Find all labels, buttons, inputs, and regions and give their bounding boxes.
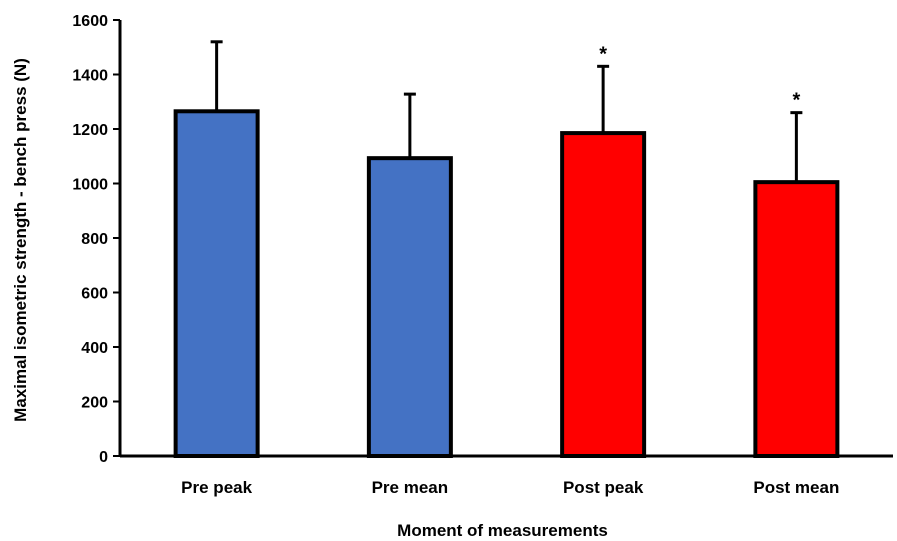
bar-post-mean — [753, 180, 840, 458]
bar-pre-peak — [173, 109, 260, 458]
y-tick-label: 1600 — [72, 13, 108, 30]
x-category-label: Post mean — [753, 478, 839, 497]
y-tick-label: 1400 — [72, 68, 108, 85]
y-tick-label: 200 — [81, 395, 108, 412]
significance-markers: ** — [599, 43, 800, 111]
y-tick-label: 400 — [81, 340, 108, 357]
y-axis-ticks: 0 200 400 600 800 1000 1200 1400 1600 — [72, 13, 120, 466]
y-tick-label: 1200 — [72, 122, 108, 139]
bars — [173, 109, 840, 458]
y-tick-label: 800 — [81, 231, 108, 248]
x-category-label: Pre peak — [181, 478, 252, 497]
significance-asterisk: * — [792, 90, 800, 112]
x-category-label: Post peak — [563, 478, 644, 497]
x-axis-title: Moment of measurements — [397, 521, 608, 540]
y-axis-title: Maximal isometric strength - bench press… — [11, 58, 30, 422]
y-tick-label: 600 — [81, 286, 108, 303]
y-tick-label: 1000 — [72, 177, 108, 194]
significance-asterisk: * — [599, 43, 607, 65]
x-category-label: Pre mean — [372, 478, 449, 497]
error-bars — [210, 40, 803, 183]
y-tick-label: 0 — [99, 449, 108, 466]
x-axis-labels: Pre peak Pre mean Post peak Post mean — [181, 478, 839, 497]
bar-post-peak — [560, 131, 647, 458]
bar-pre-mean — [366, 156, 453, 458]
